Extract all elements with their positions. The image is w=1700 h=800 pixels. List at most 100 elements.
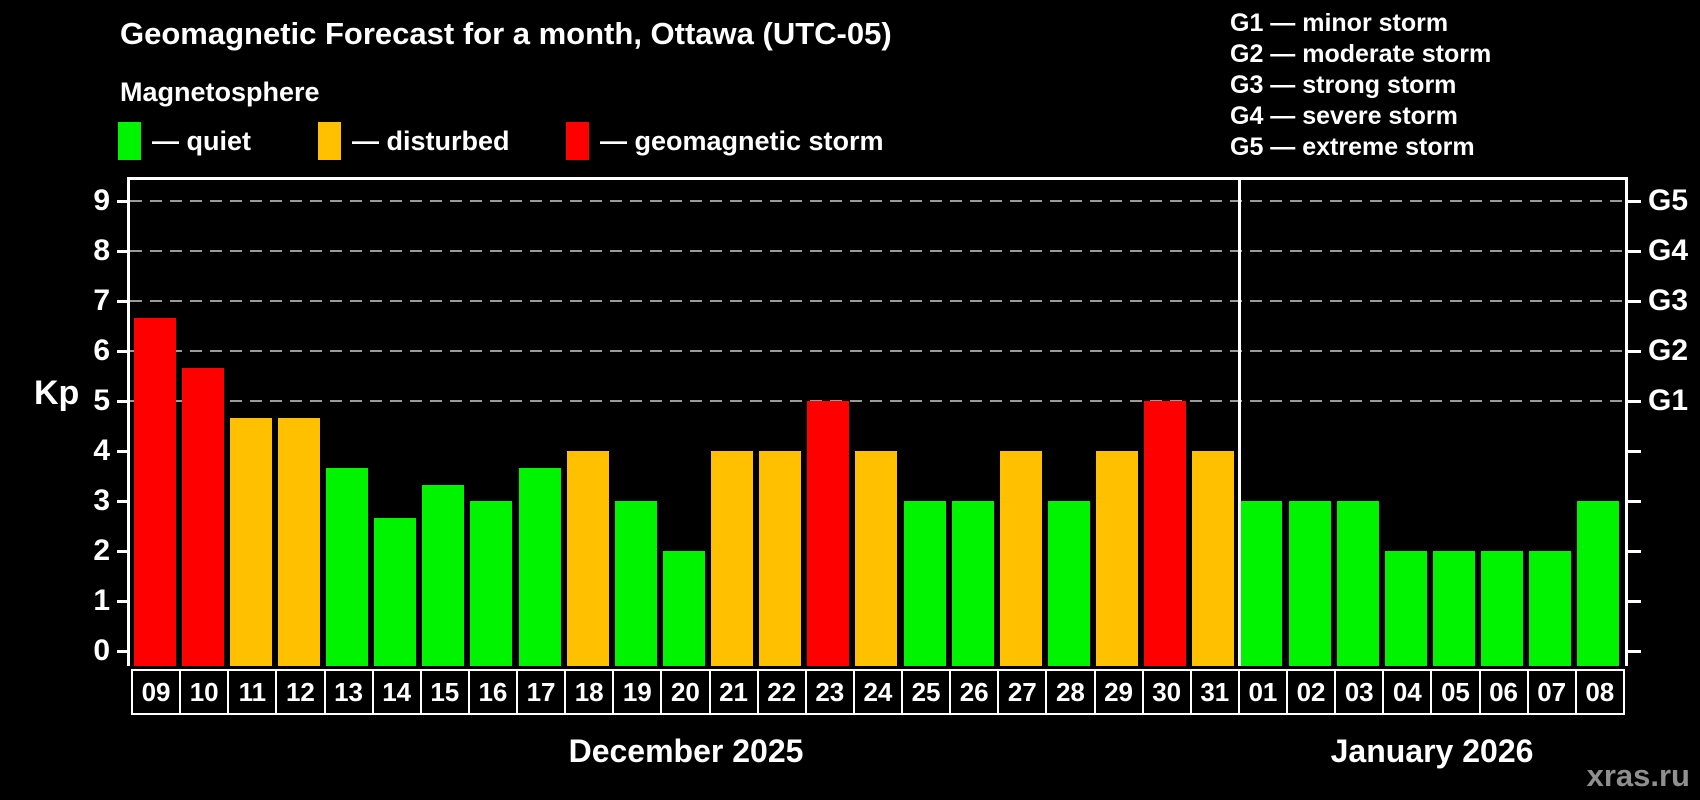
y-tick-left-7 <box>117 299 130 303</box>
bar-day-13 <box>326 467 369 666</box>
y-tick-label-4: 4 <box>93 434 110 467</box>
disturbed-color-swatch <box>318 122 341 160</box>
legend-label-storm: — geomagnetic storm <box>600 125 884 156</box>
y-tick-label-7: 7 <box>93 284 110 317</box>
day-label-01: 01 <box>1237 669 1288 715</box>
day-label-18: 18 <box>564 669 615 715</box>
y-tick-label-0: 0 <box>93 634 110 667</box>
day-label-08: 08 <box>1574 669 1625 715</box>
gridline-kp6 <box>130 350 1625 352</box>
day-label-15: 15 <box>419 669 470 715</box>
bar-day-06 <box>1481 551 1524 666</box>
y-tick-left-4 <box>117 449 130 453</box>
day-label-06: 06 <box>1478 669 1529 715</box>
bar-day-07 <box>1529 551 1572 666</box>
bar-day-15 <box>422 484 465 666</box>
y-tick-label-1: 1 <box>93 584 110 617</box>
g-scale-legend-line-g5: G5 — extreme storm <box>1230 133 1475 161</box>
day-label-14: 14 <box>371 669 422 715</box>
right-tick-3 <box>1628 499 1641 503</box>
day-label-11: 11 <box>227 669 278 715</box>
g-level-label-g4: G4 <box>1648 234 1689 267</box>
bar-day-12 <box>277 417 320 666</box>
bar-day-22 <box>759 451 802 666</box>
y-tick-label-3: 3 <box>93 484 110 517</box>
day-label-21: 21 <box>708 669 759 715</box>
bar-day-03 <box>1336 501 1379 666</box>
bar-day-24 <box>855 451 898 666</box>
month-label-december: December 2025 <box>568 733 804 769</box>
day-label-10: 10 <box>179 669 230 715</box>
bar-day-28 <box>1047 501 1090 666</box>
bar-day-21 <box>711 451 754 666</box>
day-label-31: 31 <box>1189 669 1240 715</box>
bar-day-16 <box>470 501 513 666</box>
day-label-02: 02 <box>1286 669 1337 715</box>
legend-label-quiet: — quiet <box>152 125 251 156</box>
day-label-22: 22 <box>756 669 807 715</box>
day-label-30: 30 <box>1141 669 1192 715</box>
chart-title: Geomagnetic Forecast for a month, Ottawa… <box>120 16 892 51</box>
legend-item-storm: — geomagnetic storm <box>566 121 884 161</box>
day-label-05: 05 <box>1430 669 1481 715</box>
gridline-kp9 <box>130 200 1625 202</box>
day-label-16: 16 <box>467 669 518 715</box>
right-tick-7 <box>1628 299 1641 303</box>
day-label-24: 24 <box>852 669 903 715</box>
day-label-20: 20 <box>660 669 711 715</box>
bar-day-01 <box>1240 501 1283 666</box>
day-label-27: 27 <box>997 669 1048 715</box>
y-tick-label-2: 2 <box>93 534 110 567</box>
g-level-label-g1: G1 <box>1648 384 1689 417</box>
quiet-color-swatch <box>118 122 141 160</box>
g-scale-legend-line-g3: G3 — strong storm <box>1230 71 1457 99</box>
bar-day-19 <box>614 501 657 666</box>
bar-day-09 <box>133 317 176 666</box>
bar-day-11 <box>229 417 272 666</box>
g-scale-legend-line-g2: G2 — moderate storm <box>1230 40 1492 68</box>
day-label-28: 28 <box>1045 669 1096 715</box>
day-label-09: 09 <box>131 669 182 715</box>
gridline-kp7 <box>130 300 1625 302</box>
bar-day-02 <box>1288 501 1331 666</box>
month-label-january: January 2026 <box>1330 733 1534 769</box>
bar-day-10 <box>181 367 224 666</box>
y-tick-left-0 <box>117 649 130 653</box>
bar-day-30 <box>1144 401 1187 666</box>
g-level-label-g2: G2 <box>1648 334 1689 367</box>
y-tick-left-6 <box>117 349 130 353</box>
bar-day-23 <box>807 401 850 666</box>
y-axis-title: Kp <box>34 374 80 412</box>
g-scale-legend-line-g4: G4 — severe storm <box>1230 102 1458 130</box>
bar-day-20 <box>662 551 705 666</box>
bar-day-17 <box>518 467 561 666</box>
watermark: xras.ru <box>1586 758 1690 793</box>
y-tick-left-2 <box>117 549 130 553</box>
bar-day-27 <box>999 451 1042 666</box>
bar-day-05 <box>1432 551 1475 666</box>
y-tick-label-6: 6 <box>93 334 110 367</box>
right-tick-5 <box>1628 399 1641 403</box>
day-label-26: 26 <box>949 669 1000 715</box>
bar-day-25 <box>903 501 946 666</box>
bar-day-31 <box>1192 451 1235 666</box>
right-tick-8 <box>1628 249 1641 253</box>
right-tick-4 <box>1628 449 1641 453</box>
legend-label-disturbed: — disturbed <box>352 125 510 156</box>
day-label-25: 25 <box>901 669 952 715</box>
day-labels-row: 09 10 11 12 13 14 15 16 17 18 19 20 21 22 23 24 25 26 27 28… <box>131 669 1625 715</box>
bar-day-04 <box>1384 551 1427 666</box>
g-level-label-g3: G3 <box>1648 284 1689 317</box>
g-scale-legend: G1 — minor storm G2 — moderate storm G3 … <box>1230 8 1491 163</box>
bar-day-26 <box>951 501 994 666</box>
chart-subtitle: Magnetosphere <box>120 77 320 107</box>
bar-day-18 <box>566 451 609 666</box>
y-tick-left-9 <box>117 199 130 203</box>
right-tick-1 <box>1628 599 1641 603</box>
storm-color-swatch <box>566 122 589 160</box>
day-label-29: 29 <box>1093 669 1144 715</box>
y-tick-label-5: 5 <box>93 384 110 417</box>
y-tick-label-9: 9 <box>93 184 110 217</box>
day-label-12: 12 <box>275 669 326 715</box>
